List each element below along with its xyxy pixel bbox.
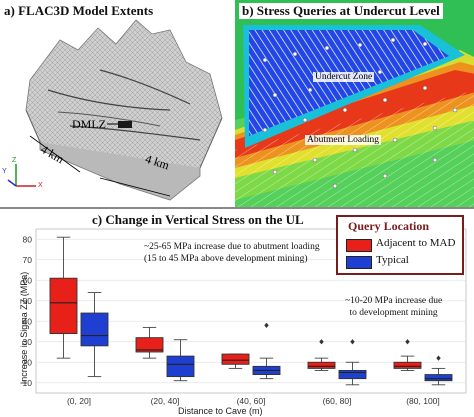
legend-swatch-typical bbox=[346, 256, 372, 269]
model-extents-figure bbox=[7, 19, 223, 201]
panel-c-boxplot: 10 20 30 40 50 60 70 80 (0, 20] (20, 40] (40, 60] (… bbox=[0, 207, 474, 417]
outlier-point bbox=[350, 339, 355, 345]
legend-title: Query Location bbox=[348, 219, 429, 233]
y-tick-label: 40 bbox=[23, 316, 33, 326]
undercut-zone-label: Undercut Zone bbox=[313, 72, 375, 82]
annotation-development-line1: ~10-20 MPa increase due bbox=[345, 296, 443, 306]
annotation-abutment: ~25-65 MPa increase due to abutment load… bbox=[144, 241, 320, 265]
outlier-point bbox=[405, 339, 410, 345]
x-axis-title: Distance to Cave (m) bbox=[178, 406, 263, 416]
x-tick-label: (80, 100] bbox=[406, 396, 440, 406]
y-tick-label: 60 bbox=[23, 275, 33, 285]
x-tick-label: (0, 20] bbox=[67, 396, 91, 406]
box-adjacent bbox=[393, 361, 422, 369]
dmlz-label: DMLZ bbox=[72, 117, 106, 131]
y-tick-label: 80 bbox=[23, 234, 33, 244]
box-adjacent bbox=[135, 337, 164, 353]
annotation-abutment-line1: ~25-65 MPa increase due to abutment load… bbox=[144, 242, 320, 252]
y-tick-label: 70 bbox=[23, 255, 33, 265]
y-tick-label: 30 bbox=[23, 337, 33, 347]
panel-c-title: c) Change in Vertical Stress on the UL bbox=[92, 212, 304, 227]
panel-b-title: b) Stress Queries at Undercut Level bbox=[239, 3, 443, 19]
y-tick-label: 10 bbox=[23, 378, 33, 388]
panel-b-stress-queries: b) Stress Queries at Undercut Level Unde… bbox=[233, 0, 474, 207]
legend-label-adjacent: Adjacent to MAD bbox=[376, 237, 456, 249]
axis-label-y: Y bbox=[2, 168, 7, 175]
box-typical bbox=[338, 369, 367, 380]
x-tick-label: (60, 80] bbox=[323, 396, 352, 406]
y-tick-label: 50 bbox=[23, 296, 33, 306]
y-axis-title-text: Increase in Sigma ZZ (MPa) bbox=[19, 271, 29, 385]
legend-swatch-adjacent bbox=[346, 239, 372, 252]
annotation-abutment-line2: (15 to 45 MPa above development mining) bbox=[144, 254, 308, 264]
axis-label-z: Z bbox=[12, 157, 17, 164]
annotation-development: ~10-20 MPa increase due to development m… bbox=[345, 295, 442, 319]
legend-label-typical: Typical bbox=[376, 254, 409, 266]
box-typical bbox=[166, 355, 195, 378]
y-tick-label: 20 bbox=[23, 357, 33, 367]
panel-a-model-extents: a) FLAC3D Model Extents DMLZ 4 km 4 km Y… bbox=[0, 0, 233, 207]
box-adjacent bbox=[307, 361, 336, 369]
outlier-point bbox=[319, 339, 324, 345]
x-tick-label: (20, 40] bbox=[151, 396, 180, 406]
model-block bbox=[25, 19, 223, 201]
x-tick-label: (40, 60] bbox=[237, 396, 266, 406]
dmlz-footprint bbox=[107, 121, 132, 128]
y-axis-title: Increase in Sigma ZZ (MPa) bbox=[0, 269, 86, 389]
box-adjacent bbox=[49, 277, 78, 334]
dimension-arrows bbox=[29, 135, 171, 197]
legend: Query Location Adjacent to MAD Typical bbox=[336, 215, 464, 275]
box-typical bbox=[80, 312, 109, 347]
axis-triad bbox=[7, 164, 36, 187]
abutment-loading-label: Abutment Loading bbox=[305, 135, 382, 145]
box-typical bbox=[424, 374, 453, 382]
stress-contour-map bbox=[235, 0, 474, 207]
box-adjacent bbox=[221, 353, 250, 365]
query-points bbox=[262, 37, 458, 189]
panel-a-title: a) FLAC3D Model Extents bbox=[4, 3, 154, 18]
axis-label-x: X bbox=[38, 182, 43, 189]
undercut-drifts bbox=[249, 30, 449, 136]
annotation-development-line2: to development mining bbox=[349, 308, 438, 318]
